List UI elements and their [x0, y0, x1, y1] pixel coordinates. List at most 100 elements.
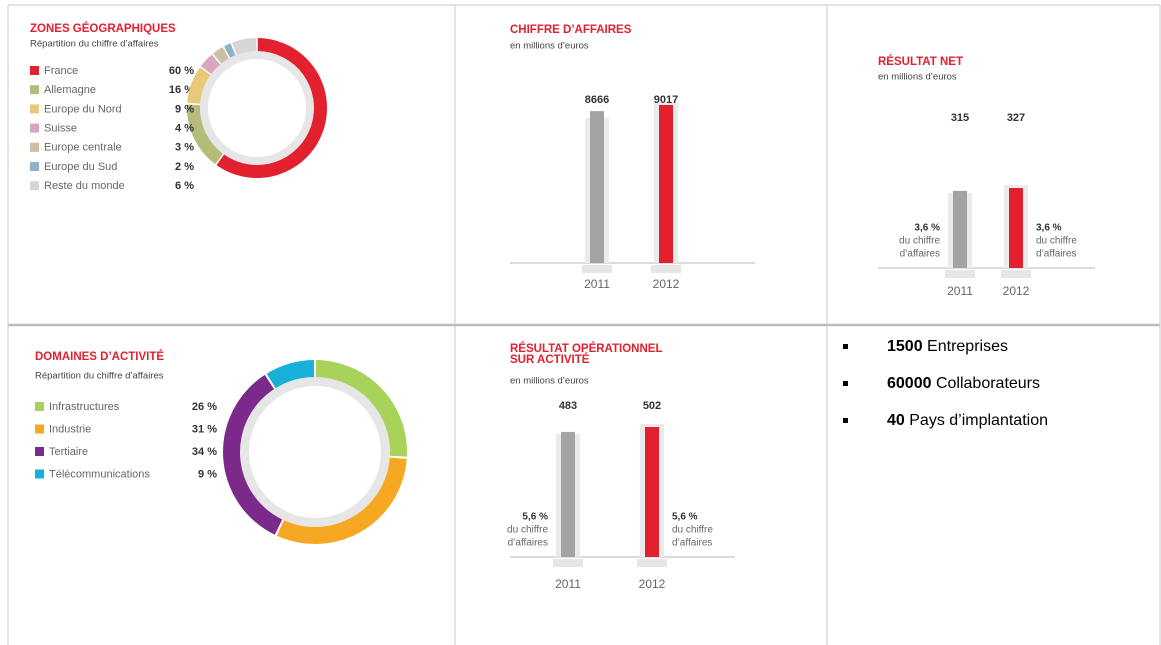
- legend-value: 6 %: [175, 180, 194, 192]
- legend-value: 9 %: [198, 468, 217, 480]
- donut-segment: [276, 457, 407, 545]
- x-tick-label: 2011: [584, 277, 610, 291]
- annotation: 3,6 %: [1036, 223, 1062, 234]
- x-tick-label: 2011: [555, 577, 581, 591]
- list-number: 60000: [887, 375, 932, 392]
- list-item: 40 Pays d’implantation: [887, 412, 1048, 429]
- annotation: d’affaires: [1036, 249, 1076, 260]
- legend-value: 2 %: [175, 161, 194, 173]
- bar: [645, 427, 659, 557]
- annotation: 5,6 %: [672, 512, 698, 523]
- value-label: 8666: [585, 94, 609, 106]
- list-text: Entreprises: [927, 338, 1008, 355]
- chart-title: ZONES GÉOGRAPHIQUES: [30, 22, 176, 35]
- legend-value: 26 %: [192, 401, 217, 413]
- legend-label: Infrastructures: [49, 401, 120, 413]
- legend-swatch: [30, 162, 39, 171]
- annotation: du chiffre: [507, 525, 548, 536]
- legend-value: 4 %: [175, 123, 194, 135]
- list-number: 1500: [887, 338, 923, 355]
- value-label: 315: [951, 112, 969, 124]
- donut-segment: [187, 67, 211, 104]
- donut-segment: [315, 360, 407, 457]
- chart-title: SUR ACTIVITÉ: [510, 353, 590, 366]
- legend-swatch: [30, 123, 39, 133]
- legend-swatch: [35, 424, 44, 434]
- x-tick-label: 2012: [1003, 284, 1030, 298]
- donut-segment: [216, 38, 328, 179]
- legend-swatch: [30, 142, 39, 152]
- x-tick-label: 2012: [653, 277, 680, 291]
- list-item: 60000 Collaborateurs: [887, 375, 1040, 392]
- legend-label: Tertiaire: [49, 446, 88, 458]
- legend-value: 9 %: [175, 103, 194, 115]
- chart-title: RÉSULTAT OPÉRATIONNEL: [510, 342, 662, 355]
- bar: [590, 111, 604, 263]
- bar-foot: [637, 559, 667, 567]
- legend-value: 3 %: [175, 142, 194, 154]
- chart-subtitle: Répartition du chiffre d’affaires: [30, 39, 159, 50]
- legend-value: 16 %: [169, 84, 194, 96]
- x-tick-label: 2011: [947, 284, 973, 298]
- legend-label: Europe du Sud: [44, 161, 117, 173]
- bar-foot: [582, 265, 612, 273]
- annotation: du chiffre: [899, 236, 940, 247]
- donut-segment: [213, 47, 229, 64]
- bullet: [843, 418, 848, 423]
- legend-label: France: [44, 65, 78, 77]
- donut-segment: [200, 54, 221, 74]
- value-label: 483: [559, 400, 577, 412]
- legend-label: Suisse: [44, 123, 77, 135]
- bar: [1009, 188, 1023, 268]
- legend-value: 31 %: [192, 423, 217, 435]
- bar-foot: [553, 559, 583, 567]
- value-label: 9017: [654, 94, 678, 106]
- legend-swatch: [35, 402, 44, 411]
- annotation: 5,6 %: [522, 512, 548, 523]
- chart-subtitle: en millions d’euros: [878, 72, 957, 83]
- legend-swatch: [30, 104, 39, 114]
- bar-foot: [1001, 270, 1031, 278]
- donut-segment: [224, 43, 236, 58]
- bar: [659, 105, 673, 263]
- list-number: 40: [887, 412, 905, 429]
- annotation: d’affaires: [508, 538, 548, 549]
- legend-swatch: [30, 181, 39, 191]
- donut-track: [200, 51, 314, 165]
- donut-segment: [266, 360, 315, 389]
- annotation: d’affaires: [672, 538, 712, 549]
- legend-label: Allemagne: [44, 84, 96, 96]
- chart-title: RÉSULTAT NET: [878, 55, 963, 68]
- legend-label: Télécommunications: [49, 468, 150, 480]
- annotation: d’affaires: [900, 249, 940, 260]
- annotation: du chiffre: [1036, 236, 1077, 247]
- list-item: 1500 Entreprises: [887, 338, 1008, 355]
- legend-value: 34 %: [192, 446, 217, 458]
- legend-label: Industrie: [49, 423, 91, 435]
- legend-swatch: [35, 469, 44, 479]
- legend-value: 60 %: [169, 65, 194, 77]
- chart-title: DOMAINES D’ACTIVITÉ: [35, 350, 164, 363]
- chart-subtitle: en millions d’euros: [510, 41, 589, 52]
- legend-swatch: [30, 66, 39, 75]
- x-tick-label: 2012: [639, 577, 666, 591]
- bar: [561, 431, 575, 557]
- annotation: 3,6 %: [914, 223, 940, 234]
- donut-track: [240, 377, 390, 527]
- bar: [953, 190, 967, 268]
- legend-label: Europe centrale: [44, 142, 122, 154]
- legend-swatch: [35, 447, 44, 456]
- legend-label: Reste du monde: [44, 180, 125, 192]
- legend-swatch: [30, 85, 39, 95]
- value-label: 327: [1007, 112, 1025, 124]
- donut-segment: [186, 104, 223, 165]
- donut-segment: [232, 38, 257, 55]
- list-text: Collaborateurs: [936, 375, 1040, 392]
- bar-foot: [945, 270, 975, 278]
- bar-foot: [651, 265, 681, 273]
- donut-segment: [223, 374, 283, 535]
- bullet: [843, 344, 848, 349]
- legend-label: Europe du Nord: [44, 103, 122, 115]
- chart-subtitle: Répartition du chiffre d’affaires: [35, 371, 164, 382]
